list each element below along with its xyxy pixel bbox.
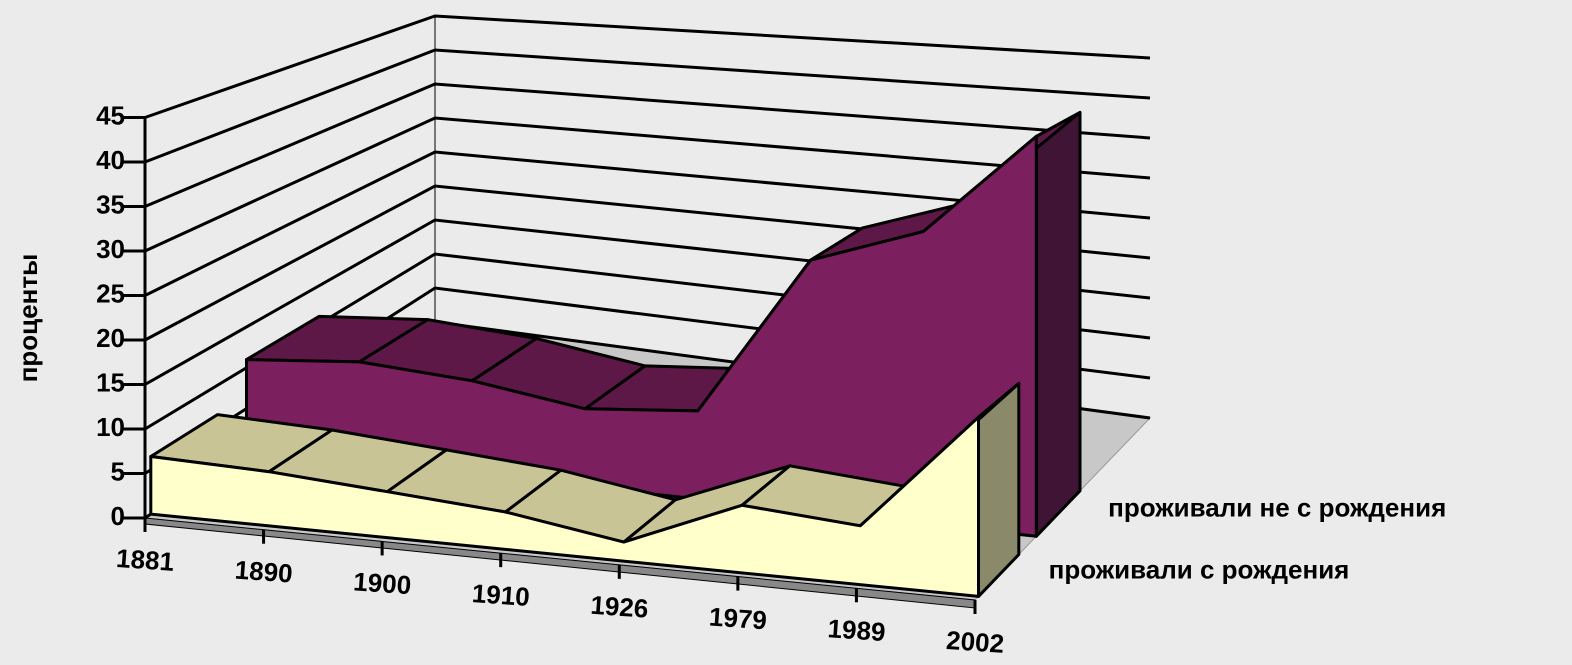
x-tick-label: 1979 <box>708 601 768 635</box>
y-tick-label: 25 <box>96 278 125 308</box>
x-tick-label: 1900 <box>352 566 412 600</box>
y-tick-label: 40 <box>96 145 125 175</box>
y-tick-label: 45 <box>96 100 125 130</box>
x-tick-label: 1926 <box>590 590 650 624</box>
series-label: проживали с рождения <box>1049 554 1350 584</box>
y-tick-label: 0 <box>111 501 125 531</box>
y-axis-title: проценты <box>13 254 43 383</box>
x-tick-label: 1881 <box>115 543 175 577</box>
area-end <box>1034 110 1082 538</box>
y-tick-label: 5 <box>111 456 125 486</box>
x-tick-label: 1910 <box>471 578 531 612</box>
y-tick-label: 30 <box>96 234 125 264</box>
y-tick-label: 10 <box>96 412 125 442</box>
y-tick-label: 15 <box>96 367 125 397</box>
y-tick-label: 20 <box>96 323 125 353</box>
x-tick-label: 1989 <box>827 613 887 647</box>
y-tick-label: 35 <box>96 189 125 219</box>
area <box>149 415 980 598</box>
x-tick-label: 2002 <box>945 625 1005 659</box>
x-tick-label: 1890 <box>234 555 294 589</box>
series-label: проживали не с рождения <box>1108 492 1446 522</box>
